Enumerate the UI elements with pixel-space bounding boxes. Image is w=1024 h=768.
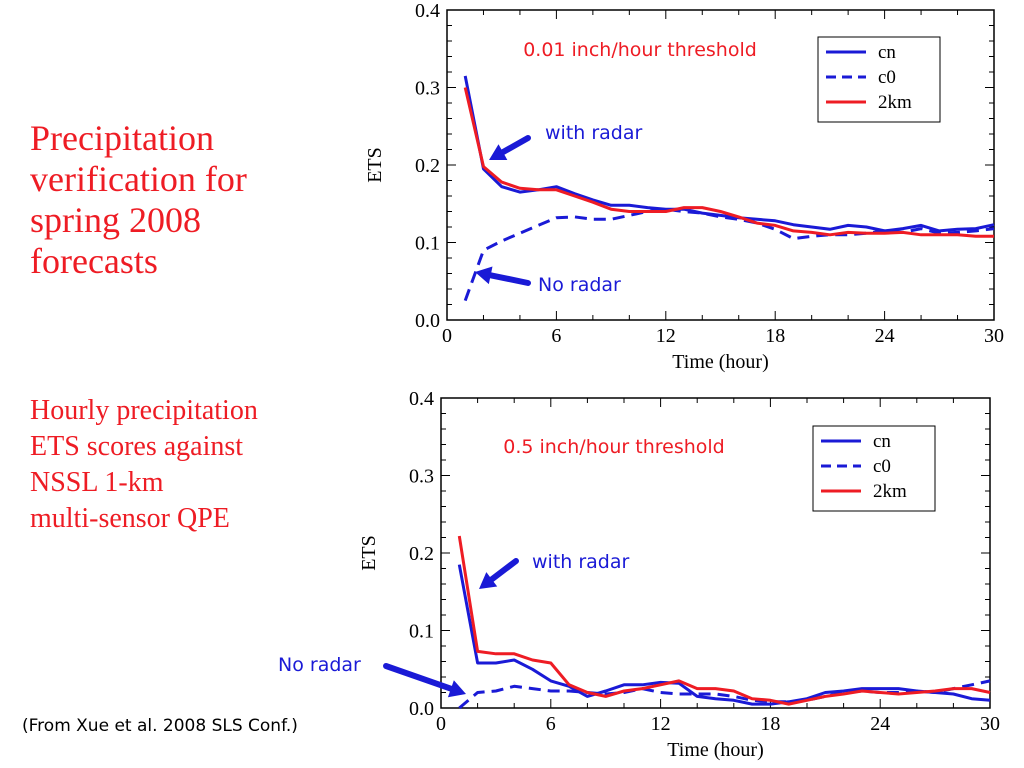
series-line-2km [457, 535, 991, 706]
y-tick-label: 0.0 [415, 310, 440, 332]
legend-label-cn: cn [873, 431, 891, 452]
chart-title: 0.5 inch/hour threshold [503, 436, 725, 458]
y-tick-label: 0.3 [409, 466, 434, 488]
annotation-no-radar: No radar [538, 274, 621, 296]
x-tick-label: 0 [442, 325, 452, 347]
annotation-arrow-shaft [487, 272, 531, 286]
annotation-arrow-shaft [383, 663, 454, 692]
series-line-c0 [458, 679, 991, 710]
x-tick-label: 30 [980, 713, 1000, 735]
x-tick-label: 0 [436, 713, 446, 735]
citation-text: (From Xue et al. 2008 SLS Conf.) [22, 716, 298, 736]
annotation-arrow-head [479, 572, 498, 589]
y-tick-label: 0.2 [409, 543, 434, 565]
series-line-2km [463, 87, 994, 238]
legend-label-cn: cn [878, 42, 896, 63]
y-tick-label: 0.1 [409, 621, 434, 643]
y-tick-label: 0.4 [415, 0, 440, 22]
y-axis-title: ETS [358, 535, 380, 571]
y-tick-label: 0.1 [415, 233, 440, 255]
y-tick-label: 0.4 [409, 388, 434, 410]
slide-title: Precipitation verification for spring 20… [30, 118, 247, 281]
annotation-with-radar: with radar [532, 551, 630, 573]
y-tick-label: 0.0 [409, 698, 434, 720]
x-axis-title: Time (hour) [672, 351, 768, 373]
x-tick-label: 18 [760, 713, 780, 735]
x-tick-label: 18 [765, 325, 785, 347]
y-tick-label: 0.3 [415, 78, 440, 100]
legend-label-2km: 2km [878, 92, 912, 113]
annotation-arrow-shaft [499, 135, 531, 156]
series-line-cn [457, 564, 991, 706]
x-tick-label: 6 [546, 713, 556, 735]
chart-title: 0.01 inch/hour threshold [523, 39, 757, 61]
legend-label-c0: c0 [873, 456, 891, 477]
annotation-arrow-shaft [488, 558, 519, 583]
x-tick-label: 24 [870, 713, 890, 735]
x-tick-label: 6 [551, 325, 561, 347]
annotation-with-radar: with radar [545, 122, 643, 144]
x-tick-label: 12 [656, 325, 676, 347]
annotation-arrow-head [489, 144, 508, 160]
annotation-arrow-head [447, 680, 466, 698]
y-tick-label: 0.2 [415, 155, 440, 177]
x-axis-title: Time (hour) [667, 739, 763, 761]
legend-label-c0: c0 [878, 67, 896, 88]
slide-subtitle: Hourly precipitation ETS scores against … [30, 395, 258, 534]
legend-label-2km: 2km [873, 481, 907, 502]
x-tick-label: 12 [651, 713, 671, 735]
series-line-cn [463, 75, 995, 233]
series-line-c0 [463, 207, 995, 302]
x-tick-label: 24 [875, 325, 895, 347]
x-tick-label: 30 [984, 325, 1004, 347]
annotation-arrow-head [475, 266, 493, 285]
y-axis-title: ETS [364, 147, 386, 183]
annotation-no-radar: No radar [278, 654, 361, 676]
